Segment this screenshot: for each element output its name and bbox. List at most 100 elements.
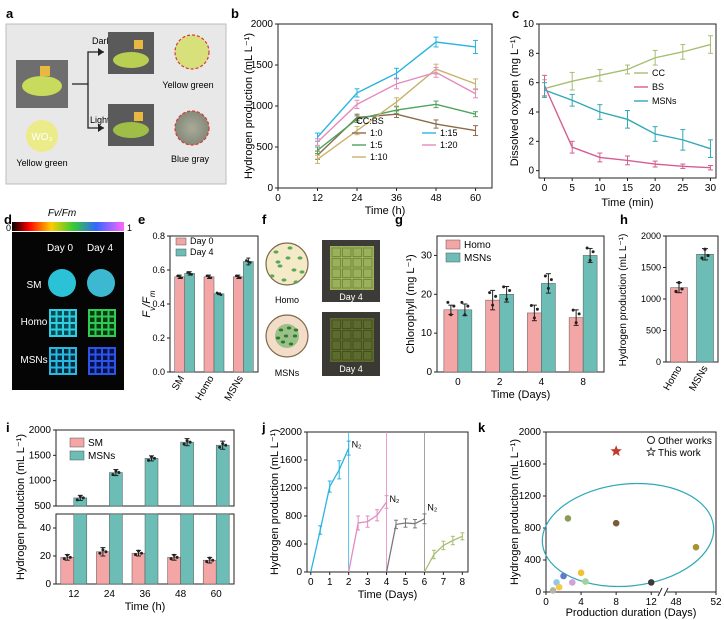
hydrogel-cell bbox=[352, 330, 362, 340]
x-tick-label-c: 0 bbox=[542, 183, 548, 194]
colorbar-title: Fv/Fm bbox=[48, 208, 76, 219]
y-tick-label-k: 0 bbox=[535, 587, 541, 598]
data-dot-i bbox=[205, 560, 209, 564]
legend-swatch-i bbox=[69, 450, 85, 461]
scatter-point-k bbox=[560, 572, 567, 580]
cell-dot bbox=[275, 336, 281, 340]
n2-annotation: N₂ bbox=[427, 502, 437, 512]
hydrogel-cell bbox=[363, 351, 373, 361]
panel-label-d: d bbox=[4, 212, 12, 227]
scatter-point-k bbox=[549, 587, 557, 594]
plot-frame-j bbox=[306, 431, 469, 573]
data-dot-g bbox=[529, 303, 533, 307]
x-tick-label-i: 24 bbox=[104, 589, 116, 600]
row-homo: Homo bbox=[21, 317, 48, 328]
bar-h bbox=[696, 254, 714, 363]
legend-swatch-e bbox=[175, 248, 187, 257]
data-dot-e bbox=[217, 292, 221, 296]
data-dot-g bbox=[466, 304, 470, 308]
data-dot-g bbox=[488, 291, 492, 295]
x-tick-label-b: 0 bbox=[275, 193, 281, 204]
x-axis-title-j: Time (Days) bbox=[358, 589, 417, 601]
bar-i-msns-bottom bbox=[109, 513, 123, 585]
data-dot-e bbox=[190, 273, 193, 276]
legend-marker-other-works bbox=[647, 436, 655, 444]
legend-label-this-work: This work bbox=[658, 448, 702, 459]
colorbar bbox=[12, 222, 124, 231]
grid-hole bbox=[57, 330, 62, 335]
y-tick-label-b: 0 bbox=[267, 183, 273, 194]
axis-break-gap-k bbox=[659, 588, 667, 596]
blue-gray-label: Blue gray bbox=[171, 154, 210, 164]
y-axis-title-h: Hydrogen production (mL L⁻¹) bbox=[618, 234, 629, 367]
data-dot-g bbox=[505, 297, 509, 301]
y-tick-label-k: 1200 bbox=[519, 491, 542, 502]
data-dot-g bbox=[591, 250, 595, 254]
grid-hole bbox=[96, 330, 101, 335]
x-tick-label-j: 6 bbox=[422, 577, 428, 588]
cell-dot bbox=[269, 274, 275, 278]
light-label: Light bbox=[90, 115, 110, 125]
bar-e bbox=[233, 276, 244, 373]
hydrogel-cell bbox=[363, 247, 373, 257]
x-tick-label-k: 12 bbox=[646, 597, 658, 608]
legend-label-i: SM bbox=[88, 438, 103, 449]
data-dot-g bbox=[532, 316, 536, 320]
grid-hole bbox=[64, 355, 69, 360]
x-tick-label-g: 0 bbox=[455, 377, 461, 388]
y-tick-label-i: 40 bbox=[40, 523, 52, 534]
data-dot-i bbox=[153, 456, 156, 460]
bar-i-msns-bottom bbox=[73, 513, 88, 585]
grid-hole bbox=[90, 362, 95, 367]
x-tick-label-j: 4 bbox=[384, 577, 390, 588]
hydrogel-cell bbox=[331, 268, 341, 278]
bar-e bbox=[243, 261, 254, 373]
legend-label-b: 1:10 bbox=[370, 152, 388, 162]
light-photo-indicator bbox=[134, 112, 143, 121]
x-tick-label-b: 48 bbox=[430, 193, 442, 204]
panel-i: i 500 1000 1500 2000 0 20 40 Time (h) Hydrogen p… bbox=[6, 420, 235, 613]
y-tick-label-c: 8 bbox=[528, 48, 534, 59]
scatter-point-k bbox=[582, 578, 589, 585]
y-tick-label-e: 0.8 bbox=[152, 231, 165, 241]
hydrogel-cell bbox=[331, 258, 341, 268]
grid-hole bbox=[70, 330, 75, 335]
cell-dot bbox=[281, 278, 287, 282]
bar-i-msns-bottom bbox=[215, 513, 230, 585]
grid-hole bbox=[96, 355, 101, 360]
grid-hole bbox=[96, 349, 101, 354]
panel-d: d Fv/Fm 0 1 Day 0 Day 4 SM Homo MSNs bbox=[4, 208, 132, 390]
data-dot-i bbox=[140, 551, 143, 555]
data-dot-h bbox=[703, 247, 707, 251]
x-tick-label-b: 60 bbox=[470, 193, 482, 204]
data-dot-e bbox=[219, 293, 223, 297]
x-tick-label-j: 8 bbox=[460, 577, 466, 588]
x-axis-title-c: Time (min) bbox=[601, 197, 653, 209]
bar-i-sm bbox=[96, 551, 110, 585]
panel-label-e: e bbox=[138, 212, 145, 227]
data-dot-h bbox=[706, 253, 710, 258]
axis-break-mark-k bbox=[663, 587, 669, 597]
panel-i-plot: 500 1000 1500 2000 0 20 40 Time (h) Hydrogen pro… bbox=[15, 425, 235, 613]
panel-a: a WO₃ Yellow green Dark Light Yellow gre… bbox=[5, 6, 227, 185]
x-tick-label-i: 60 bbox=[211, 589, 223, 600]
data-dot-i bbox=[208, 556, 212, 560]
hydrogel-cell bbox=[342, 258, 352, 268]
hydrogel-cell bbox=[342, 319, 352, 329]
grid-hole bbox=[51, 362, 56, 367]
data-dot-e bbox=[245, 259, 248, 262]
data-dot-i bbox=[114, 469, 118, 473]
y-tick-label-i: 500 bbox=[34, 501, 51, 512]
plot-frame-k bbox=[545, 431, 717, 593]
hydrogel-cell bbox=[342, 279, 352, 289]
grid-hole bbox=[70, 311, 75, 316]
grid-hole bbox=[70, 349, 75, 354]
hydrogel-cell bbox=[331, 340, 341, 350]
cell-dot bbox=[287, 246, 293, 250]
x-axis-title-i: Time (h) bbox=[125, 601, 166, 613]
grid-hole bbox=[109, 362, 114, 367]
panel-j-plot: 0 1 2 3 4 5 6 7 8 0 400 800 1200 1600 2000 Time (Days) H… bbox=[269, 427, 469, 601]
y-tick-label-b: 1000 bbox=[251, 101, 274, 112]
cell-dot bbox=[280, 340, 286, 344]
